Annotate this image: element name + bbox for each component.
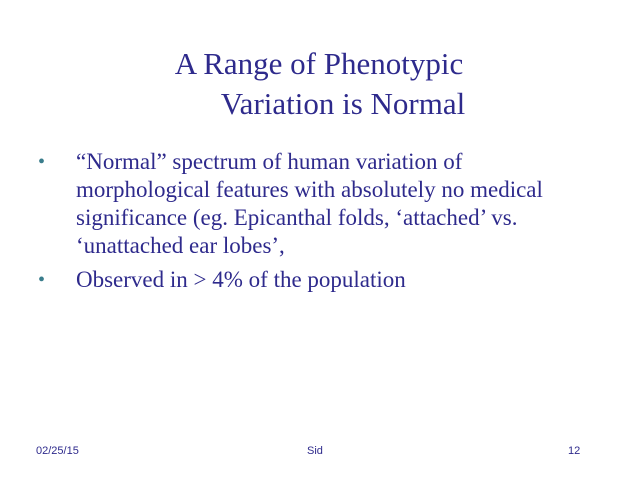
bullet-item: • “Normal” spectrum of human variation of… <box>38 148 598 260</box>
bullet-dot: • <box>38 269 46 291</box>
bullet-text: “Normal” spectrum of human variation of … <box>76 149 543 258</box>
footer-page-number: 12 <box>568 445 581 457</box>
bullet-item: • Observed in > 4% of the population <box>38 266 598 294</box>
slide-title-line: Variation is Normal <box>220 86 466 121</box>
bullet-dot: • <box>38 151 46 173</box>
bullet-list: • “Normal” spectrum of human variation of… <box>38 148 598 300</box>
bullet-text: Observed in > 4% of the population <box>76 267 406 292</box>
slide-title-line: A Range of Phenotypic <box>174 46 464 81</box>
footer-date: 02/25/15 <box>36 445 79 457</box>
footer-author: Sid <box>307 445 323 457</box>
